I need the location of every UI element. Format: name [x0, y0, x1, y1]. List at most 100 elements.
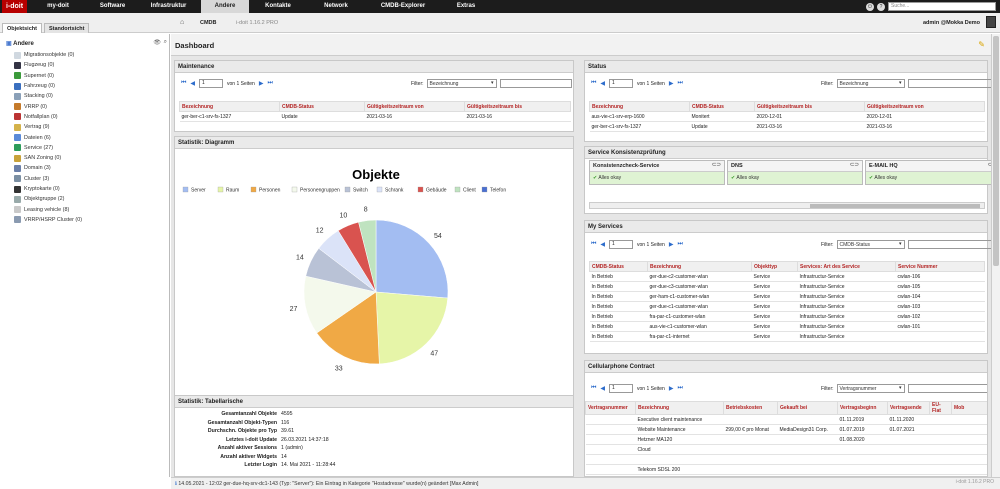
table-row[interactable]: Website Maintenance 299,00 € pro Monat Med… [585, 424, 987, 435]
column-header[interactable]: Services: Art des Service [797, 261, 896, 272]
prev-page-icon[interactable]: ◀ [600, 81, 606, 87]
legend-item[interactable]: Personengruppen [291, 186, 340, 194]
pie-slice[interactable] [375, 291, 449, 365]
page-input[interactable]: 1 [609, 240, 634, 249]
column-header[interactable]: EU-Flat [929, 401, 952, 415]
table-row[interactable]: Telekom SDSL 200 [585, 464, 987, 475]
column-header[interactable]: Bezeichnung [179, 101, 280, 112]
filter-input[interactable] [499, 79, 572, 88]
home-icon[interactable]: ⌂ [180, 19, 185, 26]
filter-select[interactable]: Vertragsnummer [836, 384, 905, 393]
search-input[interactable]: Suche... [888, 2, 996, 11]
tab-object-view[interactable]: Objektsicht [2, 23, 42, 33]
column-header[interactable]: Gültigkeitszeitraum von [364, 101, 465, 112]
menu-kontakte[interactable]: Kontakte [265, 3, 291, 9]
legend-item[interactable]: Client [454, 186, 476, 194]
last-page-icon[interactable]: ⏭ [267, 80, 273, 86]
legend-item[interactable]: Raum [217, 186, 239, 194]
pie-slice[interactable] [375, 219, 449, 299]
pie-slice[interactable] [303, 275, 377, 334]
filter-input[interactable] [907, 79, 992, 88]
tree-item[interactable]: Supernet (0) [14, 71, 82, 81]
first-page-icon[interactable]: ⏮ [591, 80, 597, 86]
horizontal-scrollbar[interactable] [589, 202, 985, 209]
column-header[interactable]: Objekttyp [751, 261, 798, 272]
table-row[interactable]: In Betrieb aus-vie-c1-customer-wlan Servic… [589, 321, 985, 332]
column-header[interactable]: Gültigkeitszeitraum bis [464, 101, 571, 112]
table-row[interactable]: aus-vie-c1-srv-erp-1600 Monitert 2020-12-0… [589, 111, 985, 122]
column-header[interactable]: Bezeichnung [589, 101, 690, 112]
tree-item[interactable]: Vertrag (9) [14, 122, 82, 132]
page-input[interactable]: 1 [609, 79, 634, 88]
user-name[interactable]: admin @Mokka Demo [922, 20, 980, 26]
next-page-icon[interactable]: ▶ [258, 81, 264, 87]
column-header[interactable]: Gültigkeitszeitraum von [864, 101, 985, 112]
column-header[interactable]: Bezeichnung [647, 261, 752, 272]
prev-page-icon[interactable]: ◀ [600, 386, 606, 392]
pie-slice[interactable] [358, 219, 377, 293]
table-row[interactable]: In Betrieb ger-due-c1-customer-wlan Servic… [589, 301, 985, 312]
column-header[interactable]: Bezeichnung [635, 401, 724, 415]
column-header[interactable]: Gültigkeitszeitraum bis [754, 101, 865, 112]
table-row[interactable]: Cloud [585, 444, 987, 455]
tree-item[interactable]: Objektgruppe (2) [14, 194, 82, 204]
table-row[interactable]: In Betrieb ger-ham-c1-customer-wlan Servic… [589, 291, 985, 302]
filter-select[interactable]: Bezeichnung [836, 79, 905, 88]
next-page-icon[interactable]: ▶ [668, 386, 674, 392]
tree-item[interactable]: Flugzeug (0) [14, 60, 82, 70]
breadcrumb[interactable]: CMDB [200, 20, 217, 26]
prev-page-icon[interactable]: ◀ [190, 81, 196, 87]
first-page-icon[interactable]: ⏮ [591, 241, 597, 247]
table-row[interactable] [585, 454, 987, 465]
menu-software[interactable]: Software [99, 3, 126, 9]
legend-item[interactable]: Switch [344, 186, 368, 194]
link-icon[interactable]: ⊂⊃ [849, 162, 859, 168]
tree-item[interactable]: Stacking (0) [14, 91, 82, 101]
table-row[interactable]: In Betrieb ger-due-c3-customer-wlan Servic… [589, 281, 985, 292]
power-icon[interactable]: ⏻ [866, 2, 874, 11]
tree-item[interactable]: Notfallplan (0) [14, 112, 82, 122]
help-icon[interactable]: ? [877, 2, 885, 11]
edit-pencil-icon[interactable]: ✎ [978, 40, 985, 49]
last-page-icon[interactable]: ⏭ [677, 385, 683, 391]
filter-select[interactable]: CMDB-Status [836, 240, 905, 249]
column-header[interactable]: Vertragsnummer [585, 401, 636, 415]
tree-root[interactable]: ▣ Andere [6, 40, 34, 47]
legend-item[interactable]: Telefon [481, 186, 506, 194]
column-header[interactable]: Gekauft bei [777, 401, 838, 415]
menu-andere[interactable]: Andere [201, 0, 249, 13]
tree-item[interactable]: Dateien (6) [14, 132, 82, 142]
column-header[interactable]: Mob [951, 401, 987, 415]
pie-slice[interactable] [316, 291, 380, 365]
tree-item[interactable]: Leasing vehicle (8) [14, 204, 82, 214]
column-header[interactable]: Vertragsbeginn [837, 401, 888, 415]
consistency-card[interactable]: E-MAIL HQ⊂⊃Alles okay [865, 160, 1000, 185]
table-row[interactable]: In Betrieb fra-par-c1-internet Service Infr… [589, 331, 985, 342]
table-row[interactable]: Hetzner MA120 01.08.2020 [585, 434, 987, 445]
menu-extras[interactable]: Extras [456, 3, 476, 9]
column-header[interactable]: CMDB-Status [589, 261, 648, 272]
legend-item[interactable]: Gebäude [417, 186, 447, 194]
consistency-card[interactable]: DNS ⊂⊃ Alles okay [727, 160, 863, 185]
next-page-icon[interactable]: ▶ [668, 242, 674, 248]
column-header[interactable]: Betriebskosten [723, 401, 778, 415]
next-page-icon[interactable]: ▶ [668, 81, 674, 87]
page-input[interactable]: 1 [199, 79, 224, 88]
table-row[interactable]: Executive client maintenance 01.11.2019 01… [585, 414, 987, 425]
tree-item[interactable]: Kryptokarte (0) [14, 184, 82, 194]
column-header[interactable]: Service Nummer [895, 261, 985, 272]
page-input[interactable]: 1 [609, 384, 634, 393]
table-row[interactable]: ger-ber-c1-srv-fs-1327 Update 2021-03-16 20… [179, 111, 571, 122]
tree-item[interactable]: Fahrzeug (0) [14, 81, 82, 91]
eye-icon[interactable]: 👁 [153, 40, 161, 46]
filter-input[interactable] [907, 240, 992, 249]
menu-cmdb-explorer[interactable]: CMDB-Explorer [380, 3, 426, 9]
tree-item[interactable]: Migrationsobjekte (0) [14, 50, 82, 60]
filter-select[interactable]: Bezeichnung [426, 79, 497, 88]
table-row[interactable]: In Betrieb fra-par-c1-customer-wlan Servic… [589, 311, 985, 322]
legend-item[interactable]: Schrank [376, 186, 404, 194]
prev-page-icon[interactable]: ◀ [600, 242, 606, 248]
legend-item[interactable]: Server [182, 186, 206, 194]
tree-item[interactable]: VRRP/HSRP Cluster (0) [14, 215, 82, 225]
menu-network[interactable]: Network [324, 3, 348, 9]
